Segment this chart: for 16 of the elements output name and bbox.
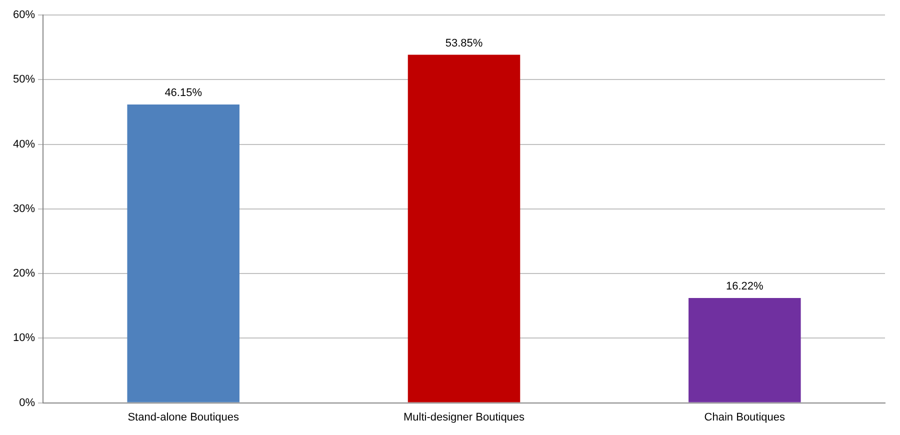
data-label: 16.22% [726, 280, 764, 292]
y-tick-label: 60% [12, 9, 36, 22]
bar [688, 298, 801, 402]
y-tick-label: 30% [12, 202, 36, 215]
x-tick-label: Stand-alone Boutiques [128, 411, 240, 424]
y-tick-label: 50% [12, 74, 36, 86]
y-tick-label: 0% [19, 396, 36, 409]
data-label: 46.15% [164, 87, 202, 100]
bar [408, 54, 520, 402]
y-tick-label: 20% [12, 268, 36, 280]
y-tick-label: 40% [12, 138, 36, 150]
x-tick-label: Multi-designer Boutiques [403, 411, 526, 424]
data-label: 53.85% [445, 37, 483, 50]
y-tick-label: 10% [12, 332, 36, 344]
x-tick-label: Chain Boutiques [704, 411, 786, 424]
bar [127, 104, 240, 402]
